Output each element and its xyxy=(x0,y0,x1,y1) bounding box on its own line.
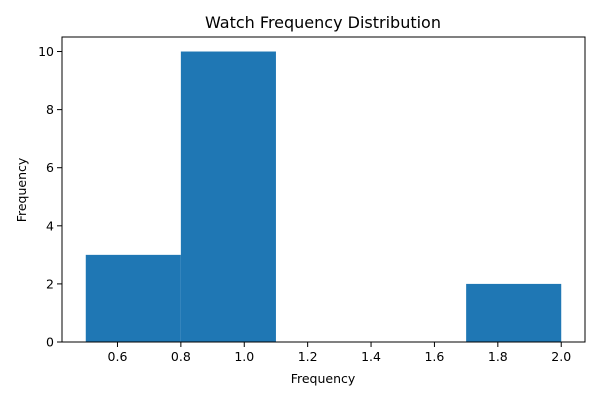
axes-layer xyxy=(61,36,586,343)
y-tick-label: 2 xyxy=(46,276,54,291)
bars-layer xyxy=(85,51,562,343)
x-tick-label: 0.6 xyxy=(108,349,128,364)
plot-frame xyxy=(61,36,586,343)
x-tick-label: 0.8 xyxy=(171,349,191,364)
x-tick-label: 1.8 xyxy=(488,349,508,364)
y-axis-label: Frequency xyxy=(14,157,29,222)
histogram-bar xyxy=(180,51,276,343)
histogram-bar xyxy=(466,283,562,342)
ticks-layer: 0.6 0.8 1.0 1.2 1.4 1.6 1.8 2.0 0 2 4 6 8 10 xyxy=(38,44,571,364)
histogram-bar xyxy=(85,254,181,342)
y-tick-label: 4 xyxy=(46,218,54,233)
x-axis-label: Frequency xyxy=(291,371,356,386)
x-tick-label: 1.2 xyxy=(298,349,318,364)
x-tick-label: 1.4 xyxy=(361,349,381,364)
x-tick-label: 1.0 xyxy=(234,349,254,364)
x-tick-label: 1.6 xyxy=(424,349,444,364)
y-tick-label: 6 xyxy=(46,160,54,175)
x-tick-label: 2.0 xyxy=(551,349,571,364)
y-tick-label: 10 xyxy=(38,44,54,59)
y-tick-label: 8 xyxy=(46,102,54,117)
chart-title: Watch Frequency Distribution xyxy=(205,13,441,32)
y-tick-label: 0 xyxy=(46,335,54,350)
